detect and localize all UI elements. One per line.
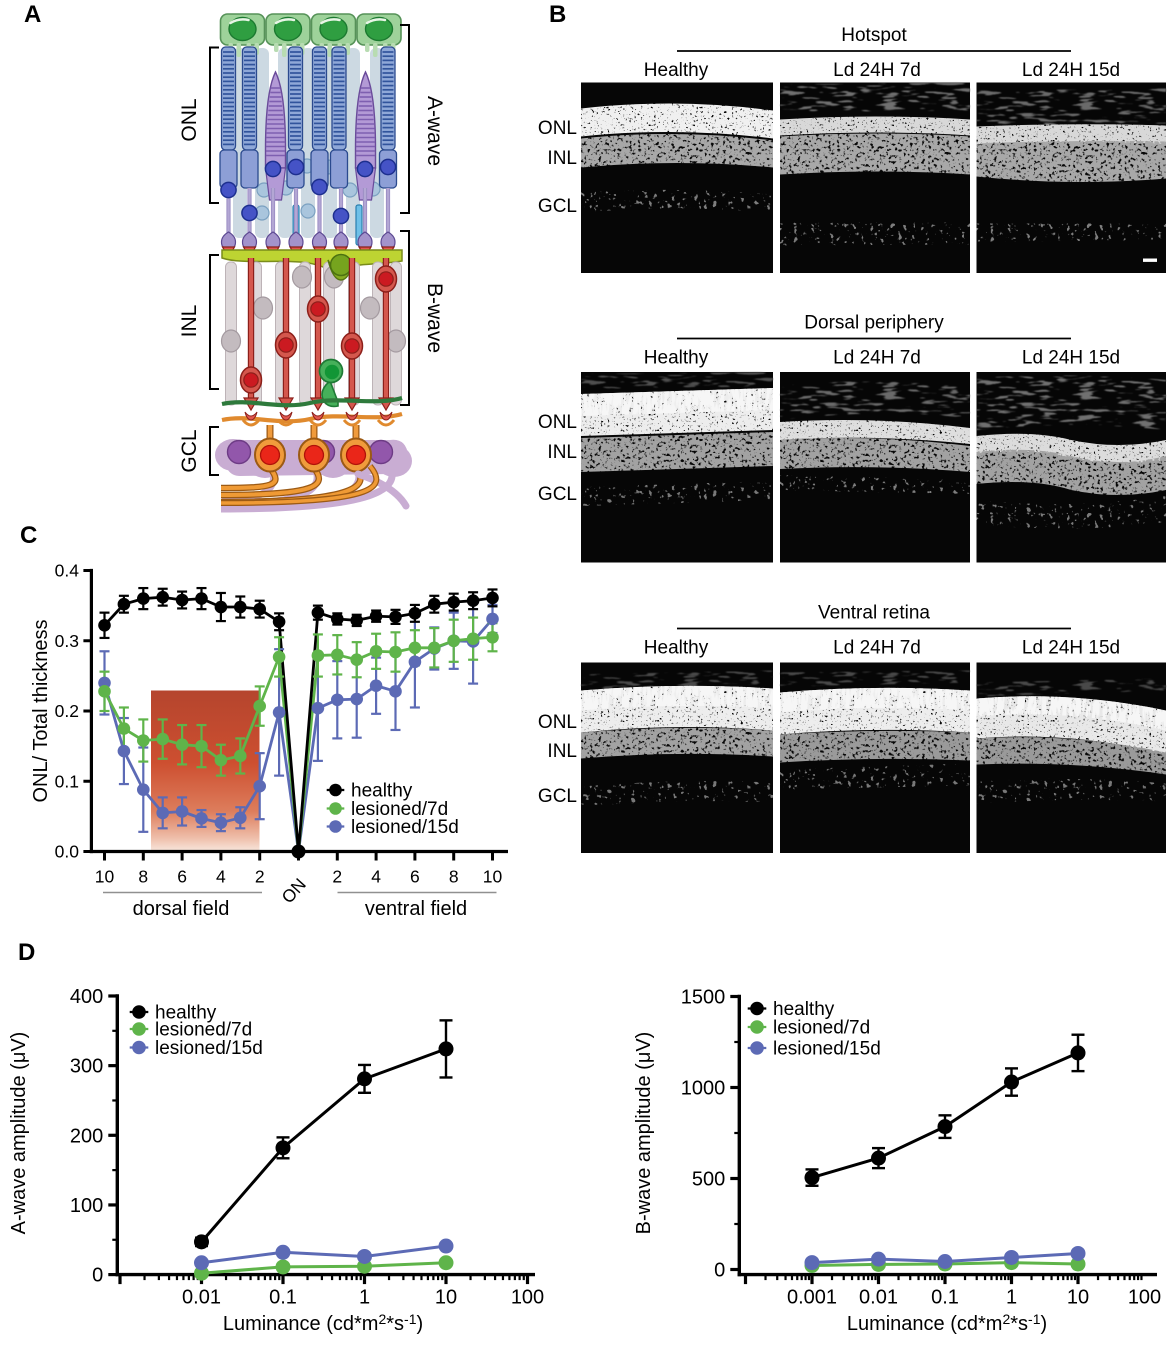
svg-text:1000: 1000	[681, 1078, 726, 1100]
svg-text:Ld 24H 7d: Ld 24H 7d	[833, 348, 921, 369]
svg-text:GCL: GCL	[178, 429, 201, 472]
svg-text:ONL: ONL	[178, 98, 201, 141]
svg-text:healthy: healthy	[155, 1003, 217, 1024]
svg-text:Healthy: Healthy	[644, 638, 709, 659]
svg-text:ONL: ONL	[538, 118, 577, 139]
svg-text:Healthy: Healthy	[644, 348, 709, 369]
svg-text:A: A	[24, 1, 41, 28]
svg-text:0.01: 0.01	[859, 1287, 898, 1309]
svg-text:ONL: ONL	[538, 712, 577, 733]
svg-text:0: 0	[714, 1260, 725, 1282]
svg-text:lesioned/7d: lesioned/7d	[155, 1020, 252, 1041]
svg-text:GCL: GCL	[538, 786, 577, 807]
svg-text:lesioned/15d: lesioned/15d	[351, 817, 459, 838]
svg-text:B: B	[549, 1, 566, 28]
svg-text:4: 4	[371, 867, 381, 887]
svg-text:200: 200	[70, 1125, 103, 1147]
svg-text:10: 10	[1067, 1287, 1089, 1309]
svg-text:INL: INL	[547, 148, 577, 169]
svg-text:healthy: healthy	[773, 999, 835, 1020]
svg-text:0.1: 0.1	[269, 1287, 297, 1309]
svg-text:B-wave: B-wave	[423, 283, 446, 353]
svg-text:0.3: 0.3	[55, 631, 79, 651]
svg-text:1500: 1500	[681, 987, 726, 1009]
svg-text:Ld 24H 15d: Ld 24H 15d	[1022, 638, 1120, 659]
svg-text:C: C	[20, 522, 37, 549]
svg-text:0: 0	[92, 1265, 103, 1287]
svg-text:Healthy: Healthy	[644, 60, 709, 81]
svg-text:1: 1	[359, 1287, 370, 1309]
svg-text:0.4: 0.4	[55, 561, 80, 581]
svg-text:500: 500	[692, 1169, 725, 1191]
svg-text:Ld 24H 15d: Ld 24H 15d	[1022, 348, 1120, 369]
svg-text:lesioned/7d: lesioned/7d	[773, 1018, 870, 1039]
svg-text:6: 6	[177, 867, 187, 887]
svg-text:B-wave amplitude (μV): B-wave amplitude (μV)	[633, 1032, 655, 1235]
svg-text:Ld 24H 7d: Ld 24H 7d	[833, 60, 921, 81]
svg-text:Hotspot: Hotspot	[841, 25, 907, 46]
svg-text:Ventral retina: Ventral retina	[818, 603, 930, 624]
svg-text:Dorsal periphery: Dorsal periphery	[804, 313, 944, 334]
svg-text:1: 1	[1006, 1287, 1017, 1309]
svg-text:A-wave: A-wave	[423, 96, 446, 166]
svg-text:GCL: GCL	[538, 196, 577, 217]
svg-text:4: 4	[216, 867, 226, 887]
svg-text:healthy: healthy	[351, 781, 413, 802]
svg-text:D: D	[18, 939, 35, 966]
svg-text:lesioned/15d: lesioned/15d	[155, 1038, 263, 1059]
svg-text:lesioned/15d: lesioned/15d	[773, 1039, 881, 1060]
svg-text:100: 100	[70, 1195, 103, 1217]
svg-text:GCL: GCL	[538, 484, 577, 505]
svg-text:A-wave amplitude (μV): A-wave amplitude (μV)	[8, 1032, 30, 1235]
svg-text:0.1: 0.1	[55, 771, 79, 791]
svg-text:dorsal field: dorsal field	[133, 898, 230, 920]
svg-text:ON: ON	[278, 874, 310, 907]
svg-text:Luminance (cd*m2*s-1): Luminance (cd*m2*s-1)	[223, 1311, 423, 1335]
svg-text:300: 300	[70, 1056, 103, 1078]
svg-text:0.001: 0.001	[787, 1287, 837, 1309]
svg-text:0.01: 0.01	[182, 1287, 221, 1309]
svg-text:lesioned/7d: lesioned/7d	[351, 799, 448, 820]
svg-text:8: 8	[449, 867, 459, 887]
svg-text:INL: INL	[178, 305, 201, 338]
svg-text:ventral field: ventral field	[365, 898, 467, 920]
svg-text:0.2: 0.2	[55, 701, 79, 721]
svg-text:6: 6	[410, 867, 420, 887]
svg-text:100: 100	[511, 1287, 544, 1309]
svg-text:INL: INL	[547, 741, 577, 762]
svg-text:400: 400	[70, 986, 103, 1008]
svg-text:0.0: 0.0	[55, 842, 80, 862]
svg-text:10: 10	[95, 867, 115, 887]
svg-text:10: 10	[435, 1287, 457, 1309]
svg-text:2: 2	[332, 867, 342, 887]
svg-text:Ld 24H 15d: Ld 24H 15d	[1022, 60, 1120, 81]
svg-text:Luminance (cd*m2*s-1): Luminance (cd*m2*s-1)	[847, 1311, 1047, 1335]
svg-text:100: 100	[1128, 1287, 1161, 1309]
svg-text:8: 8	[138, 867, 148, 887]
svg-text:ONL/ Total thickness: ONL/ Total thickness	[30, 619, 52, 802]
svg-text:INL: INL	[547, 442, 577, 463]
svg-text:Ld 24H 7d: Ld 24H 7d	[833, 638, 921, 659]
svg-text:0.1: 0.1	[931, 1287, 959, 1309]
svg-text:2: 2	[255, 867, 265, 887]
svg-text:10: 10	[483, 867, 503, 887]
svg-text:ONL: ONL	[538, 412, 577, 433]
